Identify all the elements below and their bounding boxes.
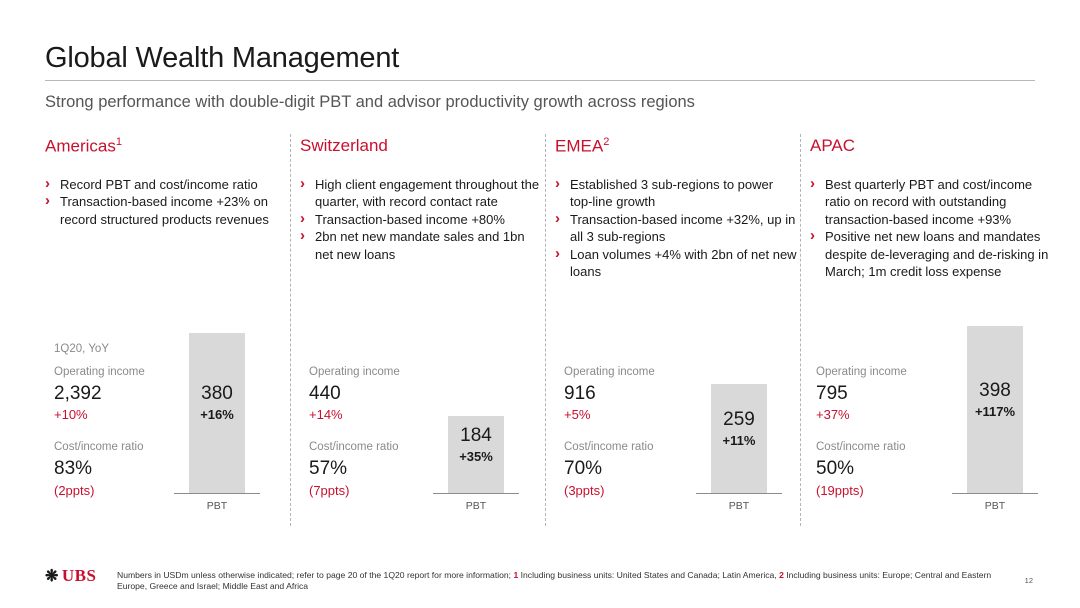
region-title: Switzerland [300,136,388,155]
bullet-item: High client engagement throughout the qu… [300,175,543,211]
region-title: EMEA2 [555,136,610,156]
operating-income-label: Operating income [816,366,907,378]
ubs-logo: ❋ UBS [45,566,97,585]
pbt-value: 398 [979,379,1011,401]
operating-income-change: +14% [309,407,343,422]
pbt-bar: 398 +117% [967,326,1023,493]
page-title: Global Wealth Management [45,42,400,74]
pbt-axis-label: PBT [465,500,487,512]
region-title: Americas1 [45,136,122,156]
cost-income-label: Cost/income ratio [54,441,144,453]
pbt-change: +16% [200,407,234,422]
page-number: 12 [1024,576,1033,585]
cost-income-change: (19ppts) [816,483,864,498]
cost-income-change: (3ppts) [564,483,605,498]
pbt-axis-label: PBT [728,500,750,512]
cost-income-change: (2ppts) [54,483,95,498]
bullet-list: Best quarterly PBT and cost/income ratio… [810,175,1053,280]
region-switzerland: Switzerland High client engagement throu… [300,134,550,530]
bullet-item: Positive net new loans and mandates desp… [810,227,1053,280]
region-americas: Americas1 Record PBT and cost/income rat… [45,134,295,530]
bullet-item: Transaction-based income +80% [300,210,543,228]
pbt-bar: 184 +35% [448,416,504,493]
bullet-item: Transaction-based income +32%, up in all… [555,210,798,246]
cost-income-label: Cost/income ratio [309,441,399,453]
bar-baseline [174,493,260,494]
pbt-change: +117% [974,403,1016,419]
operating-income-value: 2,392 [54,383,102,404]
operating-income-value: 440 [309,383,341,404]
operating-income-change: +10% [54,407,88,422]
cost-income-value: 83% [54,458,93,479]
pbt-bar: 259 +11% [711,384,767,493]
operating-income-change: +37% [816,407,850,422]
bar-baseline [696,493,782,494]
operating-income-value: 916 [564,383,596,404]
three-keys-icon: ❋ [45,568,59,585]
pbt-value: 259 [723,408,755,430]
bullet-item: Established 3 sub-regions to power top-l… [555,175,798,211]
bar-baseline [952,493,1038,494]
cost-income-value: 50% [816,458,855,479]
pbt-axis-label: PBT [206,500,228,512]
bullet-list: Established 3 sub-regions to power top-l… [555,175,798,281]
column-divider [545,134,546,526]
operating-income-change: +5% [564,407,591,422]
cost-income-change: (7ppts) [309,483,350,498]
pbt-change: +35% [459,448,493,464]
bullet-item: Best quarterly PBT and cost/income ratio… [810,175,1053,228]
bullet-item: 2bn net new mandate sales and 1bn net ne… [300,227,543,263]
region-apac: APAC Best quarterly PBT and cost/income … [810,134,1060,530]
cost-income-value: 70% [564,458,603,479]
operating-income-label: Operating income [564,366,655,378]
column-divider [800,134,801,526]
cost-income-label: Cost/income ratio [816,441,906,453]
pbt-bar: 380 +16% [189,333,245,493]
bullet-item: Loan volumes +4% with 2bn of net new loa… [555,245,798,281]
footnote: Numbers in USDm unless otherwise indicat… [117,570,992,591]
cost-income-value: 57% [309,458,348,479]
bullet-item: Record PBT and cost/income ratio [45,175,288,193]
region-emea: EMEA2 Established 3 sub-regions to power… [555,134,805,530]
period-label: 1Q20, YoY [54,343,109,355]
bullet-list: Record PBT and cost/income ratio Transac… [45,175,288,228]
pbt-value: 380 [201,383,233,404]
bar-baseline [433,493,519,494]
region-title: APAC [810,136,856,155]
pbt-change: +11% [722,432,756,448]
column-divider [290,134,291,526]
operating-income-label: Operating income [309,366,400,378]
operating-income-label: Operating income [54,366,145,378]
pbt-axis-label: PBT [984,500,1006,512]
bullet-item: Transaction-based income +23% on record … [45,192,288,228]
page-subtitle: Strong performance with double-digit PBT… [45,93,695,111]
bullet-list: High client engagement throughout the qu… [300,175,543,263]
pbt-value: 184 [460,424,492,446]
cost-income-label: Cost/income ratio [564,441,654,453]
footnote-ref: 1 [115,136,122,148]
footnote-ref: 2 [603,136,610,148]
title-divider [45,80,1035,81]
operating-income-value: 795 [816,383,848,404]
